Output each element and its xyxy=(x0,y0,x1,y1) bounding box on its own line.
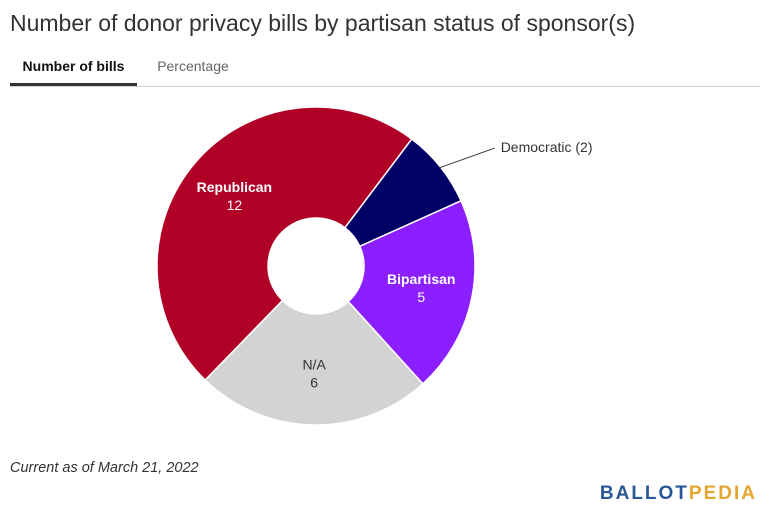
slice-label-bipartisan: Bipartisan 5 xyxy=(387,271,455,305)
slice-name-n-a: N/A xyxy=(302,356,326,372)
leader-line-democratic xyxy=(438,147,495,169)
tab-bar: Number of bills Percentage xyxy=(10,56,760,87)
slice-n-a[interactable] xyxy=(204,299,424,426)
slice-name-republican: Republican xyxy=(197,179,272,195)
ballotpedia-logo: BALLOTPEDIA xyxy=(600,483,757,505)
slice-label-n-a: N/A 6 xyxy=(302,356,326,390)
logo-part-pedia: PEDIA xyxy=(688,483,757,504)
footnote: Current as of March 21, 2022 xyxy=(10,460,199,476)
tab-number-of-bills[interactable]: Number of bills xyxy=(10,56,137,86)
tab-percentage[interactable]: Percentage xyxy=(157,58,229,74)
slice-republican[interactable] xyxy=(156,106,413,382)
slice-name-bipartisan: Bipartisan xyxy=(387,271,455,287)
slice-value-n-a: 6 xyxy=(310,374,318,390)
slice-label-republican: Republican 12 xyxy=(197,179,272,213)
slice-label-democratic: Democratic (2) xyxy=(501,139,593,155)
logo-part-ballot: BALLOT xyxy=(599,483,689,504)
chart-title: Number of donor privacy bills by partisa… xyxy=(10,10,636,36)
slice-bipartisan[interactable] xyxy=(347,199,476,385)
slice-value-bipartisan: 5 xyxy=(417,289,425,305)
slice-value-republican: 12 xyxy=(227,197,243,213)
